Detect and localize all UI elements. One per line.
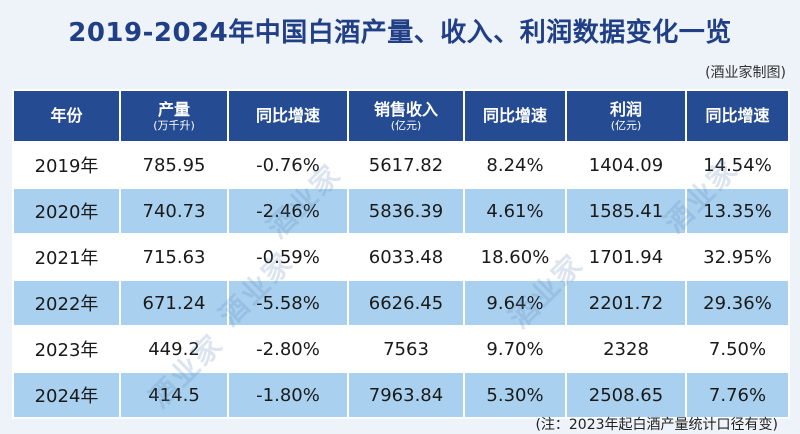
table-row: 2021年 715.63 -0.59% 6033.48 18.60% 1701.… bbox=[12, 233, 790, 281]
table-row: 2023年 449.2 -2.80% 7563 9.70% 2328 7.50% bbox=[12, 325, 790, 373]
page-title: 2019-2024年中国白酒产量、收入、利润数据变化一览 bbox=[68, 18, 732, 48]
revenue-cell: 7963.84 bbox=[347, 371, 465, 419]
profit-yoy-cell: 32.95% bbox=[685, 233, 790, 281]
output-yoy-cell: -2.80% bbox=[227, 325, 349, 373]
header-output: 产量 (万千升) bbox=[119, 89, 229, 143]
profit-cell: 1585.41 bbox=[565, 187, 687, 235]
revenue-cell: 6033.48 bbox=[347, 233, 465, 281]
output-yoy-cell: -5.58% bbox=[227, 279, 349, 327]
profit-cell: 2201.72 bbox=[565, 279, 687, 327]
year-cell: 2019年 bbox=[12, 141, 121, 189]
credit-label: (酒业家制图) bbox=[705, 65, 786, 81]
revenue-cell: 5836.39 bbox=[347, 187, 465, 235]
header-profit-yoy: 同比增速 bbox=[685, 89, 790, 143]
revenue-yoy-cell: 8.24% bbox=[463, 141, 567, 189]
table-row: 2020年 740.73 -2.46% 5836.39 4.61% 1585.4… bbox=[12, 187, 790, 235]
profit-cell: 1404.09 bbox=[565, 141, 687, 189]
output-cell: 449.2 bbox=[119, 325, 229, 373]
profit-yoy-cell: 7.50% bbox=[685, 325, 790, 373]
profit-cell: 2328 bbox=[565, 325, 687, 373]
output-yoy-cell: -1.80% bbox=[227, 371, 349, 419]
output-yoy-cell: -0.59% bbox=[227, 233, 349, 281]
revenue-cell: 7563 bbox=[347, 325, 465, 373]
revenue-cell: 6626.45 bbox=[347, 279, 465, 327]
revenue-yoy-cell: 4.61% bbox=[463, 187, 567, 235]
output-cell: 740.73 bbox=[119, 187, 229, 235]
header-year: 年份 bbox=[12, 89, 121, 143]
revenue-cell: 5617.82 bbox=[347, 141, 465, 189]
table-row: 2022年 671.24 -5.58% 6626.45 9.64% 2201.7… bbox=[12, 279, 790, 327]
profit-yoy-cell: 29.36% bbox=[685, 279, 790, 327]
year-cell: 2022年 bbox=[12, 279, 121, 327]
output-cell: 785.95 bbox=[119, 141, 229, 189]
year-cell: 2024年 bbox=[12, 371, 121, 419]
table-header-row: 年份 产量 (万千升) 同比增速 销售收入 (亿元) 同比增速 利润 (亿元) 同比增… bbox=[12, 89, 790, 143]
output-cell: 671.24 bbox=[119, 279, 229, 327]
table-row: 2019年 785.95 -0.76% 5617.82 8.24% 1404.0… bbox=[12, 141, 790, 189]
profit-cell: 1701.94 bbox=[565, 233, 687, 281]
output-yoy-cell: -0.76% bbox=[227, 141, 349, 189]
profit-yoy-cell: 7.76% bbox=[685, 371, 790, 419]
table-row: 2024年 414.5 -1.80% 7963.84 5.30% 2508.65… bbox=[12, 371, 790, 419]
year-cell: 2021年 bbox=[12, 233, 121, 281]
revenue-yoy-cell: 9.64% bbox=[463, 279, 567, 327]
output-cell: 414.5 bbox=[119, 371, 229, 419]
revenue-yoy-cell: 18.60% bbox=[463, 233, 567, 281]
output-yoy-cell: -2.46% bbox=[227, 187, 349, 235]
header-profit: 利润 (亿元) bbox=[565, 89, 687, 143]
header-revenue: 销售收入 (亿元) bbox=[347, 89, 465, 143]
footnote: (注：2023年起白酒产量统计口径有变) bbox=[535, 417, 778, 433]
profit-yoy-cell: 14.54% bbox=[685, 141, 790, 189]
header-revenue-yoy: 同比增速 bbox=[463, 89, 567, 143]
year-cell: 2023年 bbox=[12, 325, 121, 373]
output-cell: 715.63 bbox=[119, 233, 229, 281]
revenue-yoy-cell: 5.30% bbox=[463, 371, 567, 419]
data-table: 年份 产量 (万千升) 同比增速 销售收入 (亿元) 同比增速 利润 (亿元) 同比增… bbox=[12, 89, 790, 419]
revenue-yoy-cell: 9.70% bbox=[463, 325, 567, 373]
profit-cell: 2508.65 bbox=[565, 371, 687, 419]
header-output-yoy: 同比增速 bbox=[227, 89, 349, 143]
year-cell: 2020年 bbox=[12, 187, 121, 235]
profit-yoy-cell: 13.35% bbox=[685, 187, 790, 235]
